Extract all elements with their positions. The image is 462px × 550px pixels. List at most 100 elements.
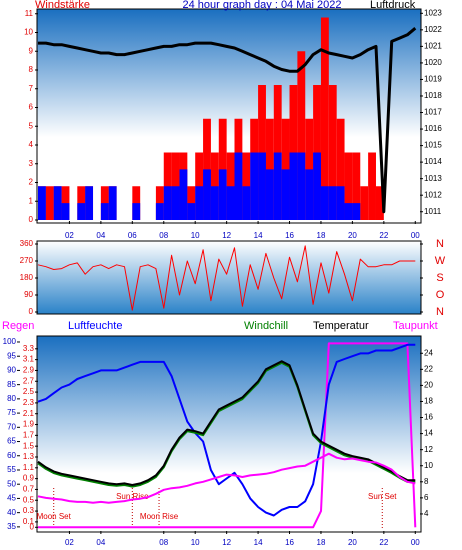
legend-entry: Temperatur	[313, 320, 369, 332]
y2-axis-title: Luftdruck	[370, 0, 416, 11]
y-tick-label: 2.1	[23, 409, 35, 418]
wind-bar	[234, 152, 243, 220]
y-tick-label: 1.5	[23, 441, 35, 450]
y-tick-label: 2	[29, 178, 34, 187]
wind-bar	[336, 118, 345, 220]
wind-bar	[320, 186, 329, 220]
wind-bar	[313, 152, 321, 220]
x-tick-label: 22	[379, 231, 388, 240]
x-tick-label: 16	[285, 538, 294, 547]
y-tick-label: 1020	[424, 58, 442, 67]
y-tick-label: 95	[7, 351, 16, 360]
y-tick-label: 1012	[424, 190, 442, 199]
y-tick-label: 14	[424, 429, 433, 438]
y-tick-label: 0	[30, 522, 35, 531]
y-tick-label: 1013	[424, 174, 442, 183]
y-tick-label: 4	[424, 509, 429, 518]
wind-bar	[210, 186, 219, 220]
y-tick-label: 7	[29, 84, 34, 93]
y-tick-label: 45	[7, 494, 16, 503]
y-tick-label: 0	[29, 307, 34, 316]
wind-bar	[250, 152, 259, 220]
wind-bar	[344, 152, 353, 220]
x-tick-label: 14	[254, 538, 263, 547]
y-tick-label: 1021	[424, 41, 442, 50]
wind-bar	[344, 203, 353, 220]
x-tick-label: 02	[65, 231, 74, 240]
x-tick-label: 00	[411, 231, 420, 240]
y-tick-label: 270	[20, 256, 34, 265]
y-tick-label: 75	[7, 408, 16, 417]
wind-bar	[360, 186, 369, 220]
y-tick-label: 85	[7, 380, 16, 389]
wind-bar	[53, 186, 62, 220]
y-tick-label: 35	[7, 522, 16, 531]
x-tick-label: 16	[285, 231, 294, 240]
y-tick-label: 4	[29, 140, 34, 149]
wind-bar	[77, 203, 86, 220]
y-tick-label: 10	[24, 28, 33, 37]
legend-entry: Windchill	[244, 320, 288, 332]
y-tick-label: 1022	[424, 25, 442, 34]
y-tick-label: 1.7	[23, 430, 35, 439]
y-tick-label: 1	[29, 196, 34, 205]
y-tick-label: 16	[424, 413, 433, 422]
y-tick-label: 10	[424, 461, 433, 470]
y-tick-label: 2.3	[23, 398, 35, 407]
y-tick-label: N	[436, 238, 444, 250]
wind-bar	[258, 152, 266, 220]
wind-bar	[155, 203, 164, 220]
wind-bar	[375, 186, 384, 220]
x-tick-label: 14	[254, 231, 263, 240]
y-tick-label: 3.3	[23, 344, 35, 353]
x-tick-label: 08	[159, 538, 168, 547]
wind-bar	[352, 152, 361, 220]
y-tick-label: 9	[29, 46, 34, 55]
y-tick-label: 0.1	[23, 517, 35, 526]
y-tick-label: 2.7	[23, 376, 35, 385]
wind-bar	[38, 186, 46, 220]
y-tick-label: 40	[7, 508, 16, 517]
y-tick-label: 50	[7, 479, 16, 488]
wind-bar	[195, 186, 204, 220]
x-tick-label: 12	[222, 231, 231, 240]
legend-entry: Taupunkt	[393, 320, 438, 332]
panel-weather	[36, 335, 422, 533]
y-tick-label: 22	[424, 364, 433, 373]
y-tick-label: 60	[7, 451, 16, 460]
wind-bar	[61, 203, 70, 220]
wind-bar	[297, 51, 306, 220]
y-tick-label: 80	[7, 394, 16, 403]
x-tick-label: 06	[128, 231, 137, 240]
wind-bar	[328, 85, 337, 220]
chart-title: 24 hour graph day : 04 Mai 2022	[182, 0, 341, 11]
panel-direction	[36, 240, 422, 315]
wind-bar	[218, 169, 227, 220]
series-line	[38, 27, 417, 214]
legend-entry: Luftfeuchte	[68, 320, 122, 332]
series-line	[38, 342, 417, 529]
wind-bar	[163, 186, 172, 220]
y-tick-label: 70	[7, 422, 16, 431]
wind-bar	[100, 203, 109, 220]
x-tick-label: 10	[191, 231, 200, 240]
wind-bar	[187, 203, 196, 220]
event-label: Sun Rise	[116, 492, 149, 501]
wind-bar	[281, 169, 290, 220]
y-tick-label: 6	[29, 103, 34, 112]
y-tick-label: 0.5	[23, 495, 35, 504]
wind-bar	[132, 203, 141, 220]
event-label: Moon Rise	[140, 512, 179, 521]
y-tick-label: 1018	[424, 91, 442, 100]
y-tick-label: 1011	[424, 207, 442, 216]
wind-bar	[273, 152, 282, 220]
wind-bar	[289, 152, 298, 220]
y-tick-label: 3.1	[23, 355, 35, 364]
y-tick-label: 18	[424, 397, 433, 406]
x-tick-label: 02	[65, 538, 74, 547]
wind-bar	[297, 152, 306, 220]
y-tick-label: O	[436, 289, 445, 301]
y-tick-label: S	[436, 272, 443, 284]
y-tick-label: 2.9	[23, 366, 35, 375]
y-tick-label: 100	[3, 337, 17, 346]
